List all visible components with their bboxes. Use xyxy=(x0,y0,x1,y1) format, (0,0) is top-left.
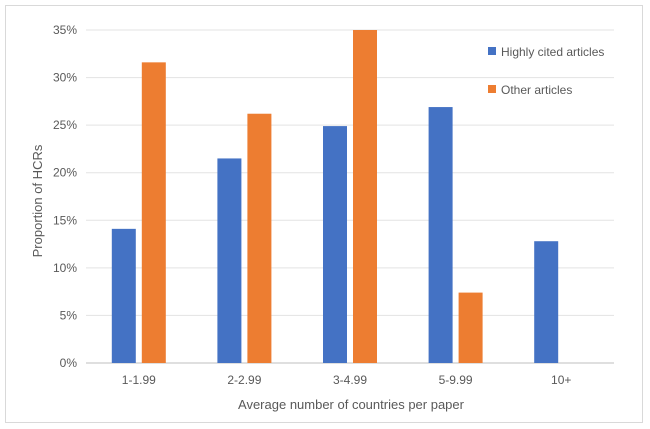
bar-highly-cited-4 xyxy=(534,241,559,363)
y-axis-title: Proportion of HCRs xyxy=(30,144,45,257)
bar-highly-cited-3 xyxy=(428,107,453,364)
bar-highly-cited-2 xyxy=(323,126,347,363)
bar-other-2 xyxy=(353,30,377,363)
x-axis-ticks: 1-1.99 2-2.99 3-4.99 5-9.99 10+ xyxy=(122,373,572,387)
y-axis-ticks: 0% 5% 10% 15% 20% 25% 30% 35% xyxy=(53,23,77,370)
legend-swatch-other xyxy=(488,85,496,93)
y-tick-label: 20% xyxy=(53,166,77,180)
bar-other-3 xyxy=(458,292,483,363)
legend-label-highly-cited: Highly cited articles xyxy=(501,45,604,59)
bars xyxy=(111,30,559,364)
legend-swatch-highly-cited xyxy=(488,47,496,55)
y-tick-label: 0% xyxy=(60,356,78,370)
y-tick-label: 5% xyxy=(60,308,78,322)
x-tick-label: 10+ xyxy=(551,373,571,387)
y-tick-label: 30% xyxy=(53,71,77,85)
gridlines xyxy=(86,29,614,364)
x-tick-label: 5-9.99 xyxy=(439,373,473,387)
y-tick-label: 25% xyxy=(53,118,77,132)
y-tick-label: 10% xyxy=(53,261,77,275)
y-tick-label: 35% xyxy=(53,23,77,37)
x-axis-title: Average number of countries per paper xyxy=(238,397,465,412)
y-tick-label: 15% xyxy=(53,213,77,227)
bar-other-1 xyxy=(247,113,272,364)
legend: Highly cited articles Other articles xyxy=(488,45,604,97)
x-tick-label: 1-1.99 xyxy=(122,373,156,387)
bar-other-0 xyxy=(141,62,166,363)
x-tick-label: 3-4.99 xyxy=(333,373,367,387)
bar-highly-cited-1 xyxy=(217,158,242,363)
bar-highly-cited-0 xyxy=(111,228,136,363)
legend-label-other: Other articles xyxy=(501,83,572,97)
x-tick-label: 2-2.99 xyxy=(227,373,261,387)
